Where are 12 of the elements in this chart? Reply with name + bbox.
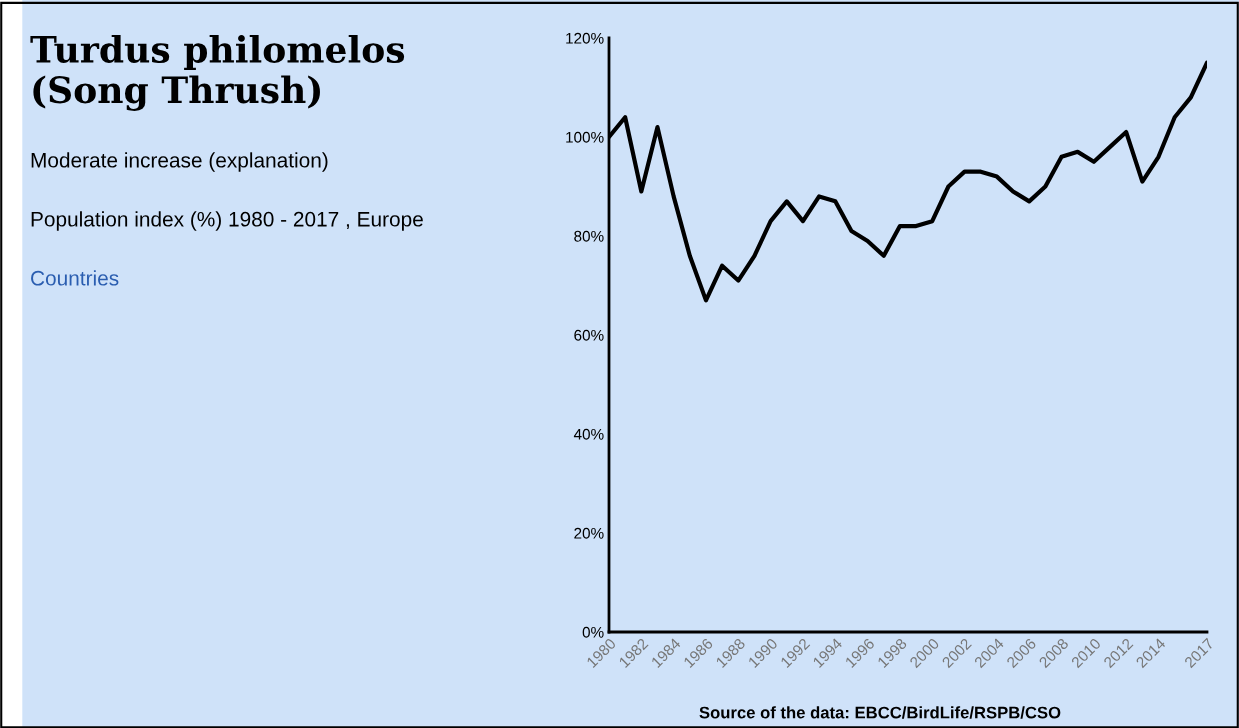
text: Turdus philomelos (Song Thrush) [30,35,405,111]
y-tick-label: 60% [574,329,604,341]
text: Moderate increase (explanation) [31,152,328,172]
y-tick-label: 20% [574,527,604,539]
y-tick-label: 100% [566,131,604,143]
y-tick-label: 80% [574,230,604,242]
text: Countries [31,270,119,286]
y-tick-label: 40% [573,428,604,440]
text: Population index (%) 1980 - 2017 , Europe [31,211,423,231]
y-tick-label: 0% [582,626,604,638]
y-tick-label: 120% [566,32,604,44]
source-note: Source of the data: EBCC/BirdLife/RSPB/CSO [699,706,1061,719]
